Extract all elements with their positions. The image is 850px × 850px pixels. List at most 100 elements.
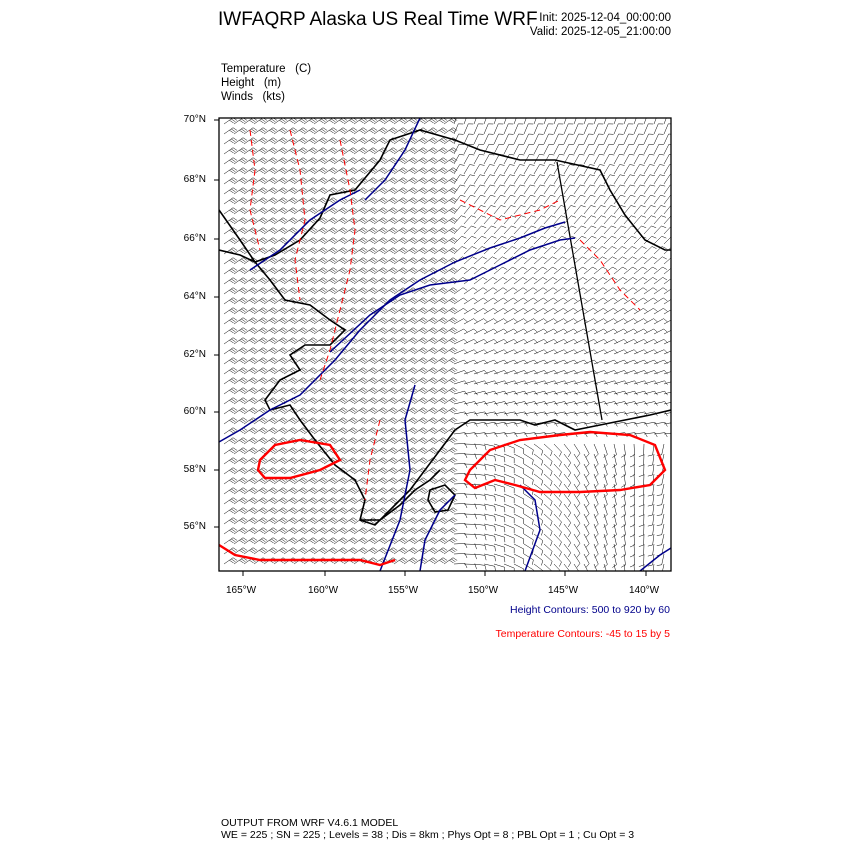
wind-barb [653, 328, 668, 335]
wind-barb [323, 177, 338, 185]
wind-barb [443, 477, 458, 485]
wind-barb [313, 407, 328, 415]
wind-barb [493, 390, 508, 396]
wind-barb [333, 118, 348, 125]
wind-barb [343, 237, 358, 245]
wind-barb [473, 297, 488, 305]
wind-barb [283, 227, 298, 235]
wind-barb [493, 421, 508, 427]
wind-barb [283, 197, 298, 205]
wind-barb [333, 247, 348, 255]
wind-barb [363, 127, 378, 135]
wind-barb [443, 227, 458, 235]
height-contour [329, 237, 576, 353]
wind-barb [253, 137, 268, 145]
wind-barb [223, 477, 238, 485]
wind-barb [603, 453, 608, 468]
wind-barb [623, 133, 634, 145]
wind-barb [493, 277, 508, 285]
temperature-contours-bold [219, 430, 667, 567]
wind-barb [603, 308, 618, 315]
wind-barb [273, 167, 288, 175]
wind-barb [263, 377, 278, 385]
wind-barb [253, 147, 268, 155]
wind-barb [333, 327, 348, 335]
wind-barb [343, 287, 358, 295]
wind-barb [483, 194, 496, 205]
wind-barb [583, 215, 596, 225]
height-contour [249, 189, 361, 271]
wind-barb [253, 437, 268, 445]
wind-barb [393, 487, 408, 495]
wind-barb [553, 443, 562, 457]
wind-barb [283, 177, 298, 185]
wind-barb [653, 118, 657, 125]
wind-barb [403, 527, 418, 535]
wind-barb [613, 328, 628, 335]
wind-barb [383, 367, 398, 375]
wind-barb [533, 143, 544, 155]
wind-barb [623, 563, 626, 571]
wind-barb [573, 359, 588, 365]
wind-barb [603, 235, 617, 245]
wind-barb [443, 557, 458, 565]
wind-barb [243, 387, 258, 395]
wind-barb [613, 174, 625, 185]
wind-barb [223, 467, 238, 475]
wind-barb [223, 257, 238, 265]
wind-barb [513, 533, 525, 544]
wind-barb [583, 411, 598, 417]
wind-barb [523, 287, 538, 295]
wind-barb [473, 133, 484, 145]
wind-barb [583, 118, 587, 125]
wind-barb [343, 427, 358, 435]
wind-barb [403, 227, 418, 235]
wind-barb [393, 427, 408, 435]
wind-barb [493, 432, 508, 438]
wind-barb [603, 246, 617, 255]
wind-barb [363, 297, 378, 305]
wind-barb [503, 308, 518, 315]
wind-barb [253, 537, 268, 545]
wind-barb [593, 205, 606, 215]
wind-barb [533, 443, 544, 456]
wind-barb [433, 337, 448, 345]
wind-barb [293, 377, 308, 385]
wind-barb [543, 493, 553, 507]
wind-barb [463, 543, 477, 550]
wind-barb [373, 217, 388, 225]
wind-barb [253, 127, 268, 135]
wind-barb [473, 205, 486, 215]
wind-barb [623, 164, 635, 175]
wind-barb [463, 370, 478, 375]
wind-barb [273, 387, 288, 395]
wind-barb [323, 217, 338, 225]
wind-barb [503, 453, 515, 464]
wind-barb [413, 237, 428, 245]
wind-barb [483, 318, 498, 325]
wind-barb [403, 377, 418, 385]
wind-barb [533, 473, 544, 486]
wind-barb [638, 543, 645, 557]
wind-barb [363, 197, 378, 205]
wind-barb [223, 307, 238, 315]
wind-barb [623, 359, 638, 365]
wind-barb [593, 390, 608, 396]
wind-barb [483, 297, 498, 305]
wind-barb [273, 197, 288, 205]
wind-barb [263, 497, 278, 505]
wind-barb [647, 513, 655, 527]
wind-barb [283, 467, 298, 475]
wind-barb [333, 177, 348, 185]
wind-barb [263, 127, 278, 135]
wind-barb [283, 317, 298, 325]
wind-barb [623, 277, 638, 285]
wind-barb [663, 432, 671, 435]
wind-barb [273, 257, 288, 265]
wind-barb [383, 207, 398, 215]
wind-barb [603, 215, 616, 225]
temperature-contour [219, 543, 396, 567]
wind-barb [333, 137, 348, 145]
wind-barb [473, 308, 488, 315]
wind-barb [323, 497, 338, 505]
